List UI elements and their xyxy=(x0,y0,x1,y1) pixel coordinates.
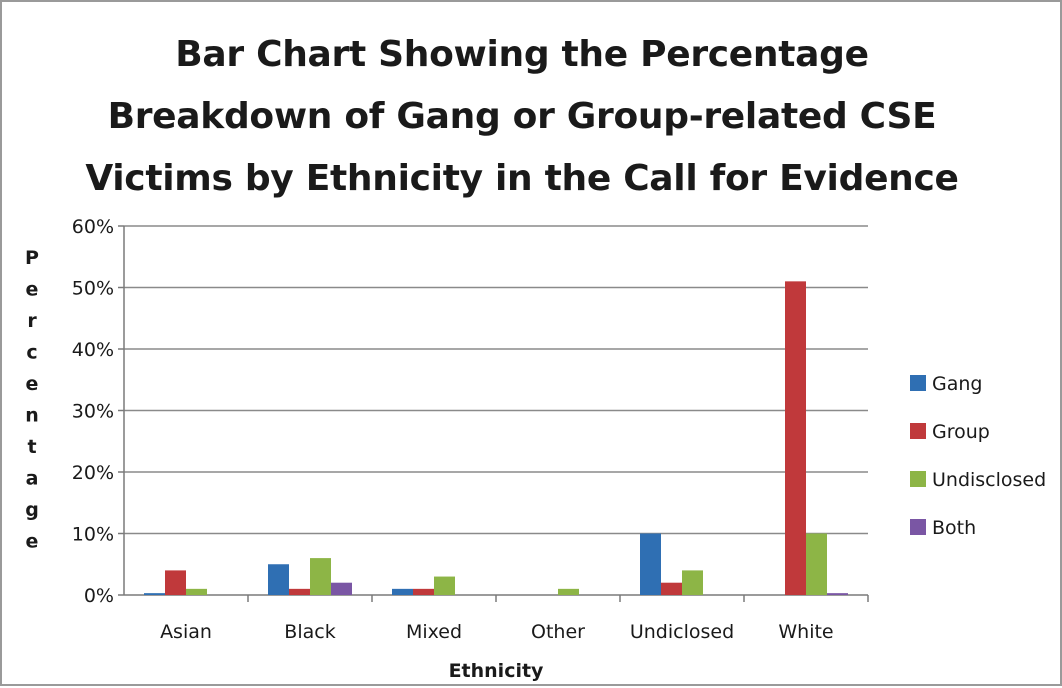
chart-title-line-2: Breakdown of Gang or Group-related CSE xyxy=(107,96,937,137)
bar-undisclosed-other xyxy=(558,588,579,595)
x-tick-label: Other xyxy=(531,621,585,643)
y-tick-label: 40% xyxy=(72,339,114,361)
chart-title-line-3: Victims by Ethnicity in the Call for Evi… xyxy=(85,158,959,199)
bar-both-white xyxy=(827,593,848,595)
y-tick-label: 0% xyxy=(84,585,114,607)
y-tick-label: 60% xyxy=(72,216,114,238)
bar-undisclosed-undiclosed xyxy=(682,570,703,595)
bar-undisclosed-black xyxy=(310,558,331,595)
bar-gang-mixed xyxy=(392,588,413,595)
bar-group-asian xyxy=(165,570,186,595)
bar-undisclosed-asian xyxy=(186,588,207,595)
y-tick-label: 50% xyxy=(72,278,114,300)
x-tick-label: Mixed xyxy=(406,621,462,643)
legend-swatch-undisclosed xyxy=(910,471,926,487)
y-axis-title-letter: n xyxy=(25,405,39,427)
x-tick-label: White xyxy=(778,621,833,643)
bar-gang-undiclosed xyxy=(640,533,661,595)
bar-undisclosed-mixed xyxy=(434,576,455,595)
bar-undisclosed-white xyxy=(806,533,827,595)
legend-label-group: Group xyxy=(932,421,990,443)
y-axis-title-letter: r xyxy=(27,310,37,332)
bar-group-black xyxy=(289,588,310,595)
y-tick-label: 30% xyxy=(72,401,114,423)
bar-both-black xyxy=(331,582,352,595)
legend-label-gang: Gang xyxy=(932,373,982,395)
x-tick-label: Undiclosed xyxy=(630,621,734,643)
y-axis-title-letter: a xyxy=(26,468,39,490)
bar-group-mixed xyxy=(413,588,434,595)
y-axis-title-letter: c xyxy=(26,342,37,364)
y-axis-title-letter: g xyxy=(25,499,39,521)
bar-gang-black xyxy=(268,564,289,595)
x-tick-label: Asian xyxy=(160,621,212,643)
y-axis-title-letter: e xyxy=(26,279,39,301)
y-axis-title-letter: P xyxy=(25,247,39,269)
bar-group-white xyxy=(785,281,806,595)
legend-label-both: Both xyxy=(932,517,976,539)
y-axis-title-letter: t xyxy=(27,436,36,458)
legend-swatch-both xyxy=(910,519,926,535)
x-axis-title: Ethnicity xyxy=(449,660,544,682)
bar-group-undiclosed xyxy=(661,582,682,595)
legend-label-undisclosed: Undisclosed xyxy=(932,469,1046,491)
x-tick-label: Black xyxy=(284,621,335,643)
chart-title: Bar Chart Showing the Percentage Breakdo… xyxy=(42,24,1002,210)
y-axis-title-letter: e xyxy=(26,531,39,553)
chart-title-line-1: Bar Chart Showing the Percentage xyxy=(175,34,869,75)
legend-swatch-group xyxy=(910,423,926,439)
y-axis-title-letter: e xyxy=(26,373,39,395)
bar-gang-asian xyxy=(144,593,165,595)
legend-swatch-gang xyxy=(910,375,926,391)
y-tick-label: 20% xyxy=(72,462,114,484)
y-tick-label: 10% xyxy=(72,524,114,546)
